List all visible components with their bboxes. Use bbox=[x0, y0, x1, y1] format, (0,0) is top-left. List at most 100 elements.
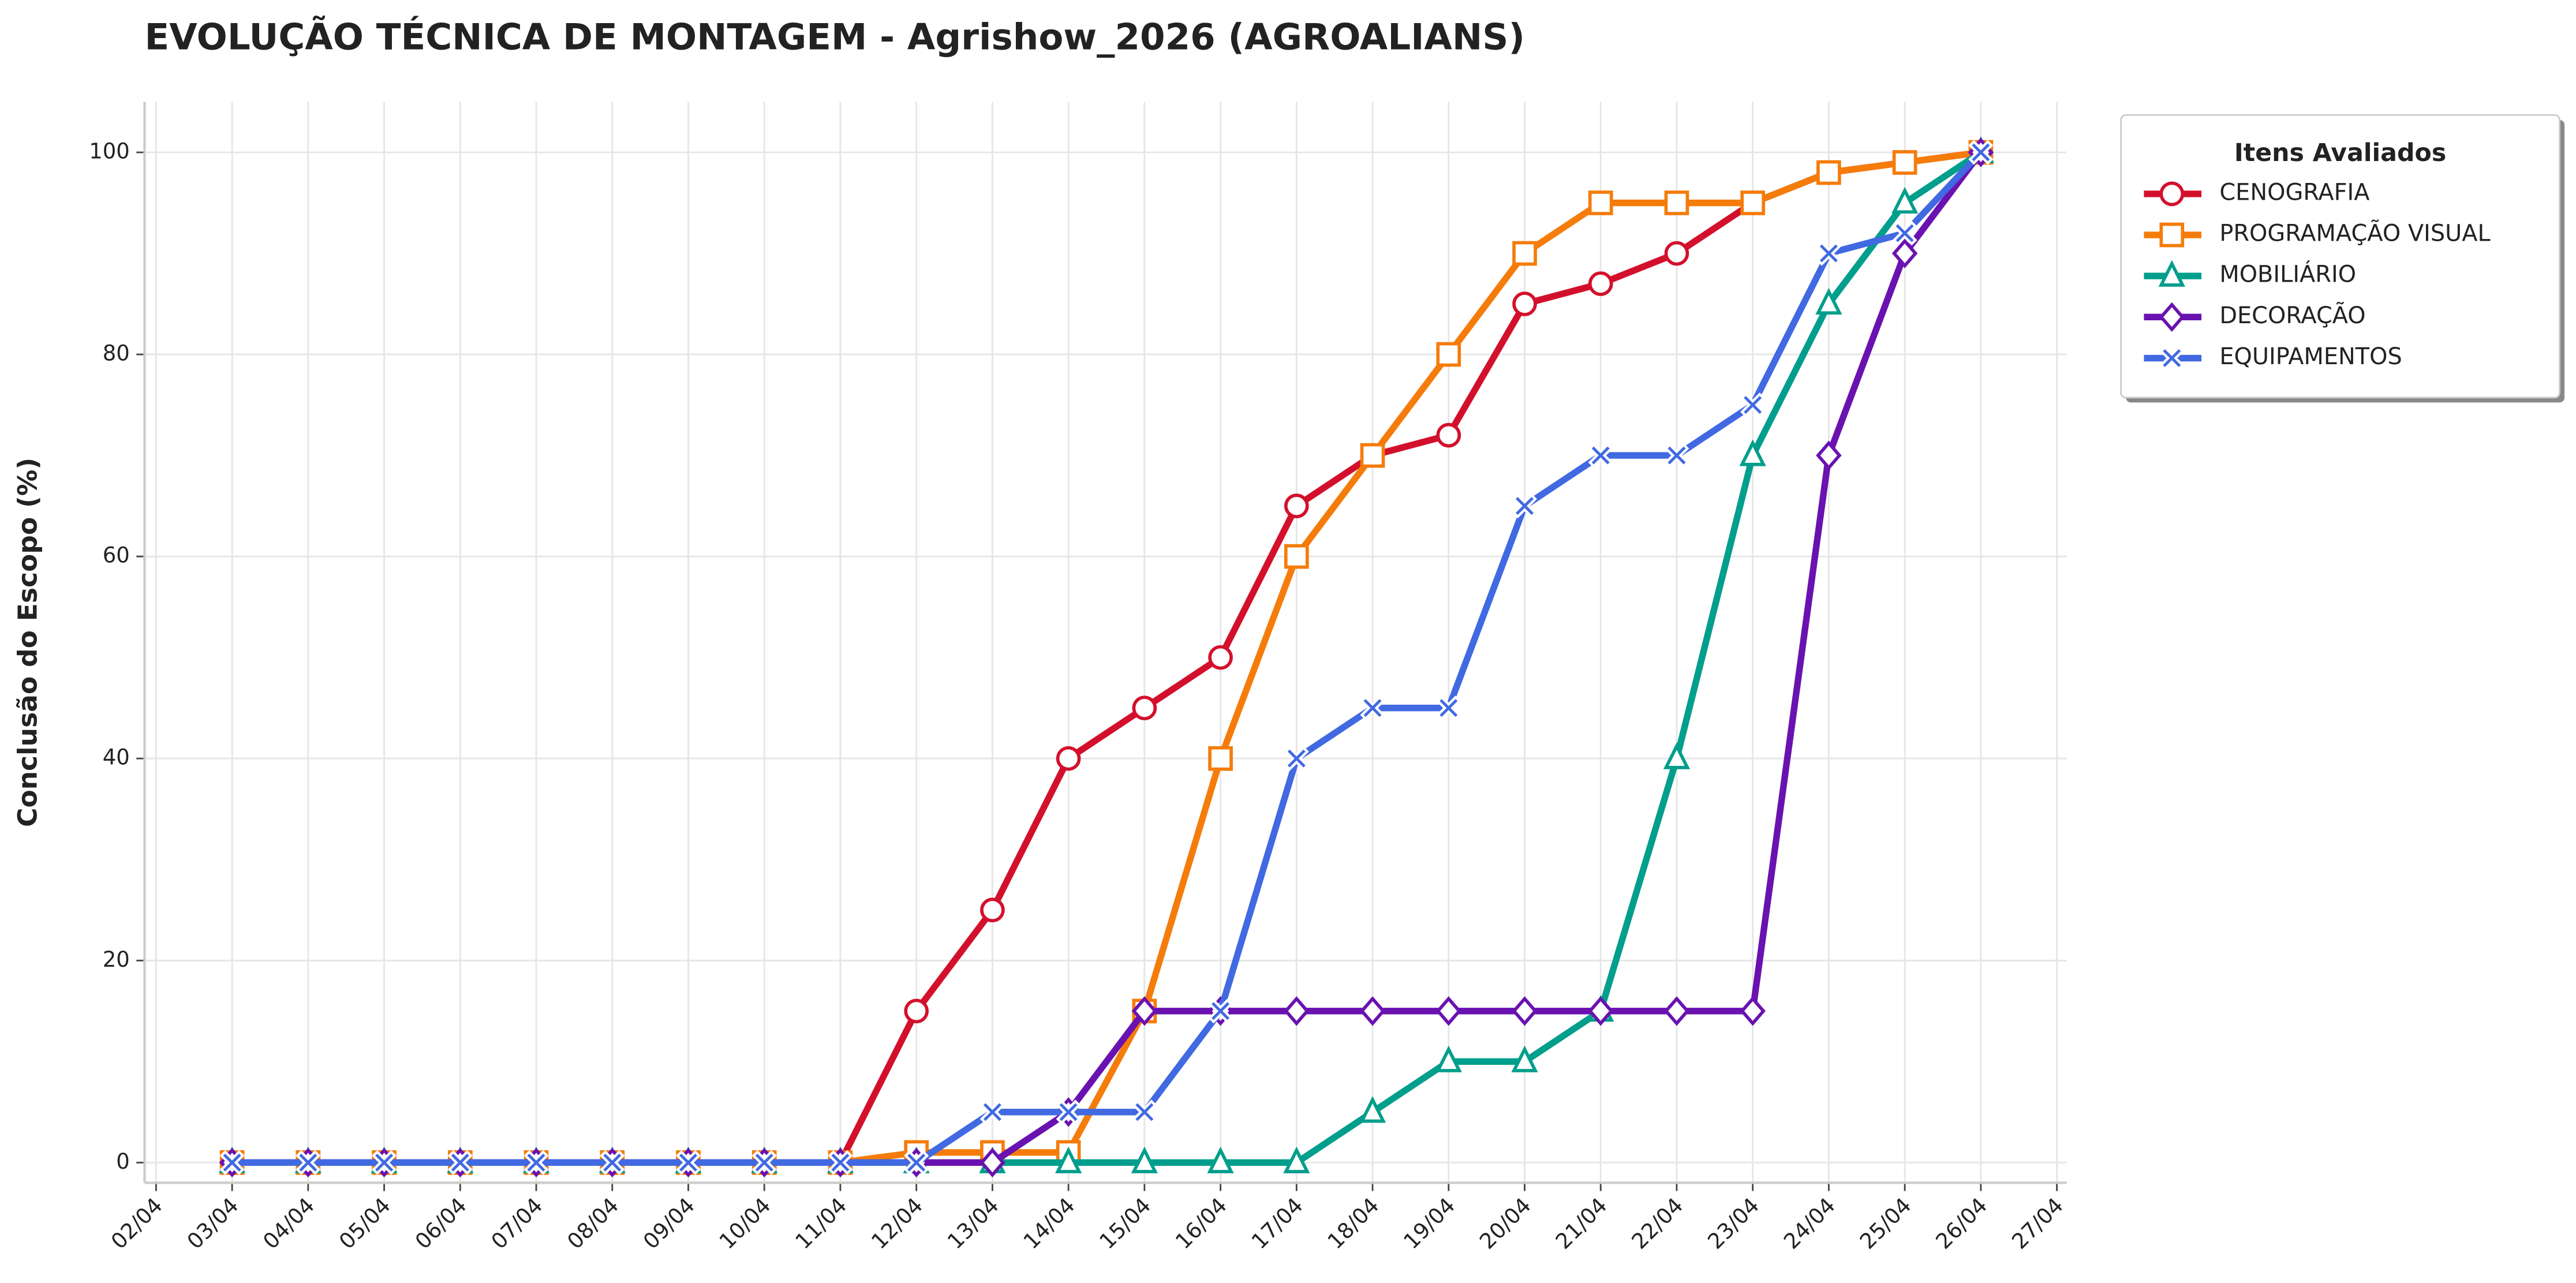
marker bbox=[1740, 392, 1766, 418]
marker bbox=[1815, 287, 1842, 315]
legend-marker bbox=[2159, 302, 2185, 332]
legend-title: Itens Avaliados bbox=[2234, 139, 2446, 167]
x-tick-label: 06/04 bbox=[410, 1193, 472, 1254]
marker bbox=[1131, 996, 1158, 1026]
x-tick-label: 02/04 bbox=[106, 1193, 167, 1254]
marker bbox=[1512, 493, 1538, 519]
marker bbox=[1664, 190, 1689, 215]
marker bbox=[1360, 443, 1385, 468]
marker bbox=[1740, 190, 1766, 215]
x-tick-label: 08/04 bbox=[562, 1193, 623, 1254]
marker bbox=[904, 1150, 929, 1175]
marker bbox=[1512, 241, 1537, 266]
x-tick-label: 04/04 bbox=[259, 1193, 320, 1254]
marker bbox=[1892, 150, 1917, 175]
marker bbox=[447, 1150, 473, 1175]
marker bbox=[1436, 695, 1461, 721]
x-tick-label: 18/04 bbox=[1323, 1193, 1384, 1254]
marker bbox=[1512, 996, 1538, 1026]
legend-label: DECORAÇÃO bbox=[2219, 302, 2365, 329]
marker bbox=[1207, 1146, 1234, 1173]
y-axis-label: Conclusão do Escopo (%) bbox=[13, 458, 43, 827]
x-tick-label: 14/04 bbox=[1019, 1193, 1080, 1254]
legend-label: EQUIPAMENTOS bbox=[2219, 343, 2402, 370]
marker bbox=[600, 1150, 625, 1175]
marker bbox=[1284, 996, 1310, 1026]
marker bbox=[1892, 220, 1917, 246]
x-tick-label: 03/04 bbox=[182, 1193, 244, 1254]
marker bbox=[675, 1150, 701, 1175]
x-tick-label: 10/04 bbox=[715, 1193, 776, 1254]
x-tick-label: 09/04 bbox=[638, 1193, 700, 1254]
marker bbox=[1360, 695, 1385, 721]
x-tick-label: 23/04 bbox=[1703, 1193, 1764, 1254]
marker bbox=[904, 998, 929, 1024]
marker bbox=[1664, 443, 1689, 468]
marker bbox=[980, 897, 1005, 923]
marker bbox=[1968, 140, 1994, 165]
x-tick-label: 07/04 bbox=[487, 1193, 548, 1254]
x-tick-label: 21/04 bbox=[1551, 1193, 1612, 1254]
marker bbox=[1588, 443, 1613, 468]
y-tick-label: 60 bbox=[103, 543, 130, 568]
legend-marker bbox=[2159, 181, 2185, 207]
marker bbox=[1587, 996, 1614, 1026]
x-tick-label: 27/04 bbox=[2007, 1193, 2068, 1254]
marker bbox=[1891, 186, 1919, 214]
marker bbox=[1359, 1096, 1386, 1123]
marker bbox=[752, 1150, 777, 1175]
legend-marker bbox=[2159, 222, 2185, 248]
marker bbox=[1132, 1099, 1157, 1125]
x-tick-label: 15/04 bbox=[1095, 1193, 1156, 1254]
marker bbox=[1056, 1099, 1081, 1125]
marker bbox=[1511, 1045, 1538, 1072]
legend-label: CENOGRAFIA bbox=[2219, 179, 2369, 205]
legend-label: MOBILIÁRIO bbox=[2219, 261, 2356, 288]
marker bbox=[1740, 996, 1766, 1026]
marker bbox=[1208, 746, 1233, 771]
series-line bbox=[232, 150, 1983, 1166]
legend-marker bbox=[2159, 345, 2185, 371]
marker bbox=[1663, 996, 1690, 1026]
x-tick-label: 12/04 bbox=[866, 1193, 928, 1254]
marker bbox=[1131, 1146, 1158, 1173]
x-tick-label: 13/04 bbox=[943, 1193, 1004, 1254]
marker bbox=[1284, 746, 1309, 771]
chart-title: EVOLUÇÃO TÉCNICA DE MONTAGEM - Agrishow_… bbox=[144, 16, 1524, 58]
marker bbox=[1056, 746, 1081, 771]
marker bbox=[828, 1150, 853, 1175]
marker bbox=[1739, 439, 1766, 466]
x-tick-label: 19/04 bbox=[1399, 1193, 1460, 1254]
y-tick-label: 80 bbox=[103, 341, 130, 366]
y-tick-label: 20 bbox=[103, 947, 130, 972]
x-tick-label: 22/04 bbox=[1627, 1193, 1688, 1254]
marker bbox=[1208, 645, 1233, 670]
marker bbox=[219, 1150, 245, 1175]
marker bbox=[979, 1147, 1005, 1178]
marker bbox=[1055, 1146, 1082, 1173]
marker bbox=[1664, 241, 1689, 266]
x-tick-label: 16/04 bbox=[1171, 1193, 1232, 1254]
series-line bbox=[232, 150, 1984, 1166]
marker bbox=[1816, 440, 1842, 470]
y-tick-label: 100 bbox=[89, 139, 130, 164]
legend-label: PROGRAMAÇÃO VISUAL bbox=[2219, 220, 2490, 247]
marker bbox=[524, 1150, 549, 1175]
y-tick-label: 0 bbox=[116, 1149, 130, 1174]
x-tick-label: 26/04 bbox=[1931, 1193, 1992, 1254]
marker bbox=[1284, 544, 1309, 569]
x-tick-label: 25/04 bbox=[1855, 1193, 1916, 1254]
legend-box bbox=[2120, 114, 2560, 399]
marker bbox=[1891, 238, 1918, 268]
marker bbox=[1588, 190, 1613, 215]
x-tick-label: 20/04 bbox=[1475, 1193, 1536, 1254]
marker bbox=[1436, 422, 1461, 448]
y-tick-label: 40 bbox=[103, 745, 130, 770]
marker bbox=[1816, 160, 1841, 185]
marker bbox=[1132, 695, 1157, 721]
marker bbox=[1588, 271, 1613, 296]
marker bbox=[1436, 342, 1461, 367]
marker bbox=[1816, 241, 1841, 266]
